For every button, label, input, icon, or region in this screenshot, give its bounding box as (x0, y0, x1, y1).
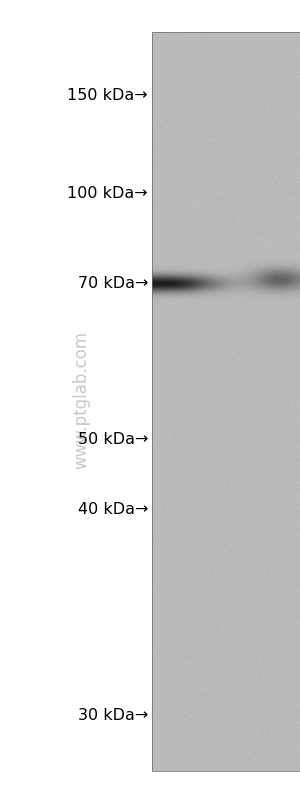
Text: www.ptglab.com: www.ptglab.com (72, 331, 90, 468)
Text: 50 kDa→: 50 kDa→ (78, 432, 148, 447)
Bar (0, 0, 152, 799)
Text: 30 kDa→: 30 kDa→ (78, 707, 148, 722)
Text: 100 kDa→: 100 kDa→ (68, 185, 148, 201)
Text: 150 kDa→: 150 kDa→ (68, 88, 148, 102)
Text: 40 kDa→: 40 kDa→ (78, 503, 148, 518)
Text: 70 kDa→: 70 kDa→ (78, 276, 148, 291)
Bar (152, 32, 300, 771)
